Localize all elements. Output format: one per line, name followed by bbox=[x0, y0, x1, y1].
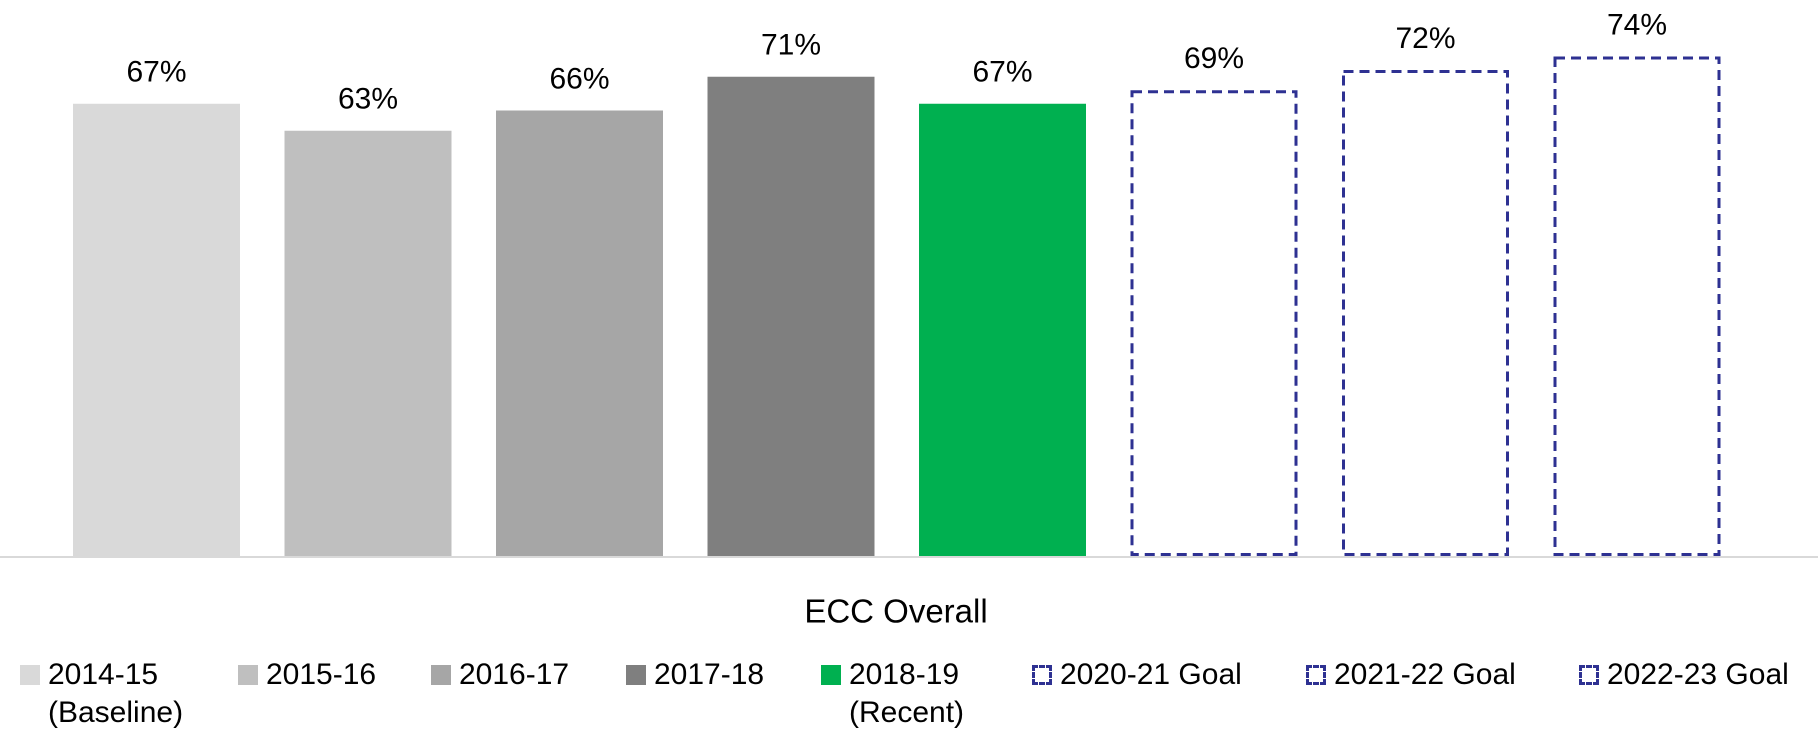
legend-item: 2015-16 bbox=[238, 656, 376, 694]
legend-swatch bbox=[20, 665, 40, 685]
legend-item: 2021-22 Goal bbox=[1306, 656, 1516, 694]
legend-item: 2018-19 (Recent) bbox=[821, 656, 999, 732]
value-label: 74% bbox=[1607, 8, 1667, 41]
value-label: 67% bbox=[126, 56, 186, 89]
legend-item: 2016-17 bbox=[431, 656, 569, 694]
value-label: 72% bbox=[1395, 22, 1455, 55]
legend-swatch bbox=[1032, 665, 1052, 685]
goal-bar bbox=[1130, 90, 1298, 556]
legend-label: 2014-15 (Baseline) bbox=[48, 658, 184, 729]
legend-label: 2016-17 bbox=[459, 658, 570, 691]
legend-swatch bbox=[1306, 665, 1326, 685]
legend-item: 2022-23 Goal bbox=[1579, 656, 1789, 694]
chart: ECC Overall 67% 63% 66% 71% 67% 69% 72% 74% bbox=[0, 8, 1818, 630]
bar bbox=[919, 103, 1086, 556]
bar bbox=[496, 110, 663, 556]
legend-swatch bbox=[1579, 665, 1599, 685]
legend-item: 2017-18 bbox=[626, 656, 764, 694]
legend-label: 2022-23 Goal bbox=[1607, 658, 1789, 691]
value-label: 63% bbox=[338, 83, 398, 116]
legend-swatch bbox=[238, 665, 258, 685]
bar bbox=[707, 76, 875, 556]
legend-item: 2020-21 Goal bbox=[1032, 656, 1242, 694]
legend-label: 2017-18 bbox=[654, 658, 765, 691]
legend-label: 2020-21 Goal bbox=[1060, 658, 1242, 691]
legend-label: 2021-22 Goal bbox=[1334, 658, 1516, 691]
legend-label: 2018-19 (Recent) bbox=[849, 658, 965, 729]
goal-bar bbox=[1553, 56, 1721, 556]
legend-swatch bbox=[431, 665, 451, 685]
category-label: ECC Overall bbox=[804, 593, 987, 630]
legend-swatch bbox=[821, 665, 841, 685]
legend-item: 2014-15 (Baseline) bbox=[20, 656, 198, 732]
value-label: 71% bbox=[761, 29, 821, 62]
value-label: 69% bbox=[1184, 42, 1244, 75]
goal-bar bbox=[1342, 70, 1509, 556]
value-label: 67% bbox=[972, 56, 1032, 89]
bar bbox=[73, 103, 240, 556]
value-label: 66% bbox=[549, 62, 609, 95]
legend-label: 2015-16 bbox=[266, 658, 377, 691]
legend-swatch bbox=[626, 665, 646, 685]
bar bbox=[284, 130, 452, 556]
